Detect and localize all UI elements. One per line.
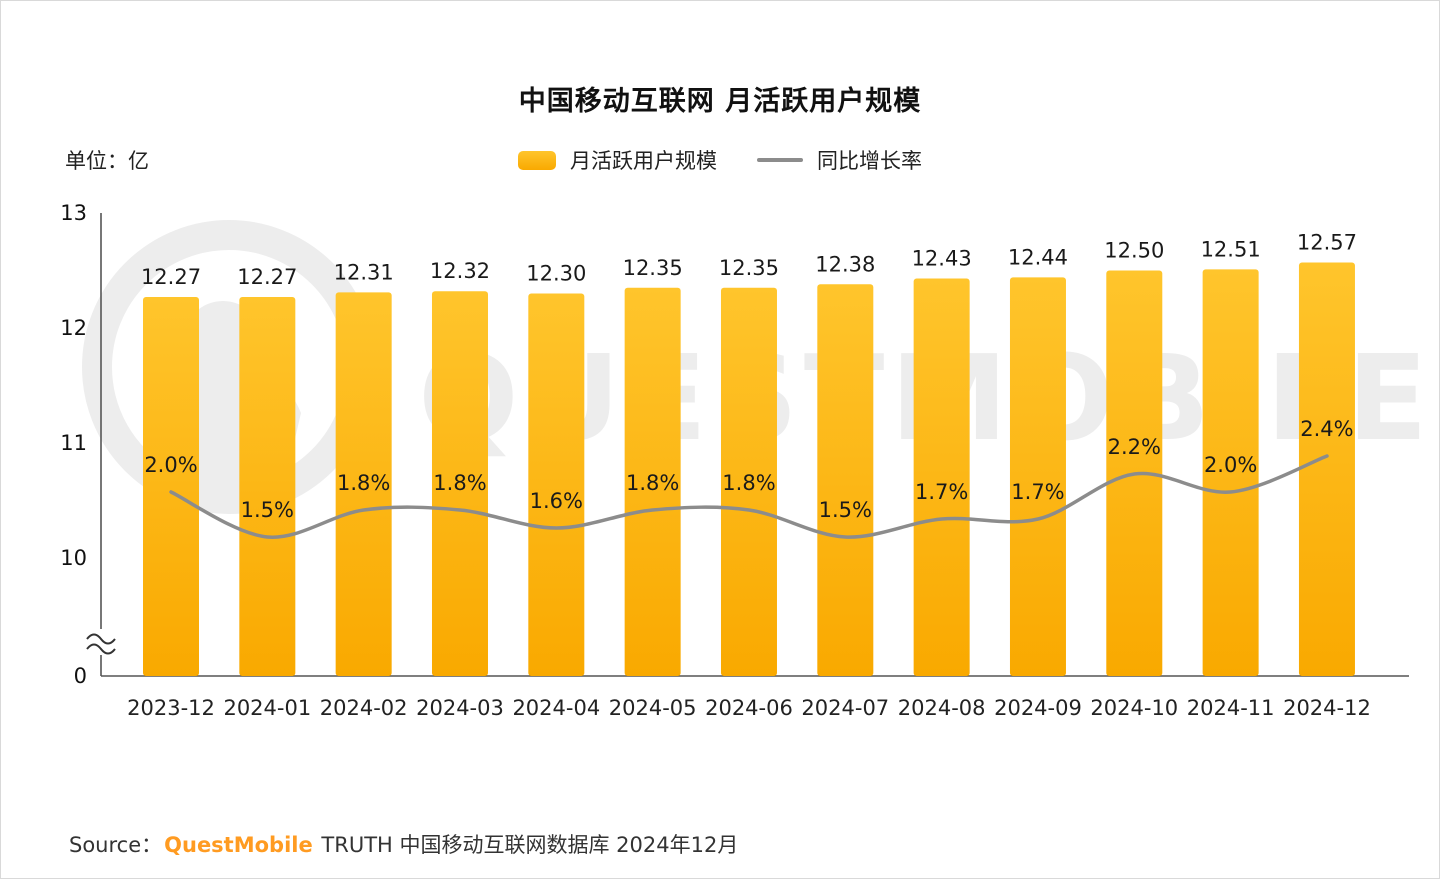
x-tick-label: 2023-12: [127, 696, 215, 720]
growth-value-label: 2.2%: [1108, 435, 1161, 459]
legend-bar-label: 月活跃用户规模: [570, 149, 717, 173]
growth-line-series: 2.0% 1.5% 1.8% 1.8% 1.6% 1.8% 1.8% 1.5% 1.7% 1.7%…: [144, 417, 1354, 539]
x-tick-label: 2024-08: [898, 696, 986, 720]
bar-value-label: 12.38: [815, 252, 875, 276]
bar: [1202, 269, 1259, 676]
legend-line-label: 同比增长率: [817, 149, 922, 173]
bar-value-label: 12.32: [430, 259, 490, 283]
axis-break-icon: [86, 633, 116, 645]
x-tick-label: 2024-09: [994, 696, 1082, 720]
chart-title: 中国移动互联网 月活跃用户规模: [518, 86, 922, 117]
growth-value-label: 1.8%: [337, 471, 390, 495]
bar-value-label: 12.35: [623, 256, 683, 280]
x-tick-label: 2024-02: [320, 696, 408, 720]
x-tick-label: 2024-01: [223, 696, 311, 720]
bar-value-label: 12.44: [1008, 245, 1068, 269]
x-tick-label: 2024-06: [705, 696, 793, 720]
bar: [1009, 277, 1066, 676]
source-brand: QuestMobile: [164, 833, 313, 857]
y-tick-label: 12: [60, 316, 87, 340]
source-prefix: Source：: [69, 833, 163, 857]
growth-value-label: 1.8%: [433, 471, 486, 495]
legend-line-swatch: [757, 158, 803, 162]
bar-value-label: 12.35: [719, 256, 779, 280]
growth-value-label: 1.8%: [722, 471, 775, 495]
bar-value-label: 12.27: [237, 265, 297, 289]
bar-value-label: 12.50: [1104, 239, 1164, 263]
bar: [720, 287, 777, 676]
bar-value-label: 12.31: [334, 260, 394, 284]
y-tick-label: 11: [60, 431, 87, 455]
unit-label: 单位：亿: [65, 149, 149, 173]
growth-value-label: 2.0%: [144, 453, 197, 477]
y-tick-label: 10: [60, 546, 87, 570]
growth-line: [169, 454, 1329, 539]
x-axis-labels: 2023-12 2024-01 2024-02 2024-03 2024-04 2024-…: [127, 696, 1371, 720]
legend-bar-swatch: [518, 150, 556, 170]
growth-value-label: 1.7%: [915, 480, 968, 504]
x-tick-label: 2024-10: [1090, 696, 1178, 720]
bar: [624, 287, 681, 676]
bar-value-label: 12.51: [1201, 237, 1261, 261]
x-tick-label: 2024-07: [801, 696, 889, 720]
source-line: Source：QuestMobile TRUTH 中国移动互联网数据库 2024…: [69, 829, 738, 859]
x-tick-label: 2024-11: [1187, 696, 1275, 720]
bar: [817, 284, 874, 676]
growth-value-label: 1.5%: [819, 498, 872, 522]
x-tick-label: 2024-04: [512, 696, 600, 720]
bar: [239, 296, 296, 676]
x-tick-label: 2024-03: [416, 696, 504, 720]
bar: [1298, 262, 1355, 676]
y-tick-label: 0: [74, 664, 87, 688]
growth-value-label: 1.8%: [626, 471, 679, 495]
growth-value-label: 1.6%: [530, 489, 583, 513]
growth-value-label: 1.5%: [241, 498, 294, 522]
bar-value-label: 12.27: [141, 265, 201, 289]
bar-value-label: 12.30: [526, 262, 586, 286]
bar: [913, 278, 970, 676]
bar-value-label: 12.43: [912, 247, 972, 271]
growth-value-label: 1.7%: [1011, 480, 1064, 504]
bar-value-label: 12.57: [1297, 230, 1357, 254]
bar: [143, 296, 199, 676]
bar: [528, 293, 585, 676]
x-tick-label: 2024-12: [1283, 696, 1371, 720]
growth-value-label: 2.0%: [1204, 453, 1257, 477]
y-tick-label: 13: [60, 201, 87, 225]
bar-series: 12.27 12.27 12.31 12.32 12.30 12.35 12.35 12.38…: [141, 230, 1357, 676]
source-suffix: TRUTH 中国移动互联网数据库 2024年12月: [314, 833, 739, 857]
x-tick-label: 2024-05: [609, 696, 697, 720]
growth-value-label: 2.4%: [1300, 417, 1353, 441]
bar: [431, 291, 488, 676]
chart-legend: 月活跃用户规模 同比增长率: [1, 145, 1439, 175]
bar: [335, 292, 392, 676]
